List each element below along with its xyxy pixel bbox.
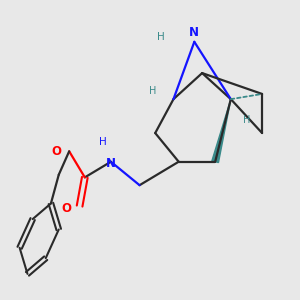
Text: H: H (243, 115, 250, 125)
Text: H: H (149, 86, 156, 96)
Polygon shape (212, 99, 231, 163)
Text: N: N (189, 26, 199, 39)
Text: O: O (51, 145, 61, 158)
Text: H: H (99, 137, 107, 147)
Text: H: H (157, 32, 164, 42)
Text: O: O (61, 202, 72, 215)
Text: N: N (106, 157, 116, 169)
